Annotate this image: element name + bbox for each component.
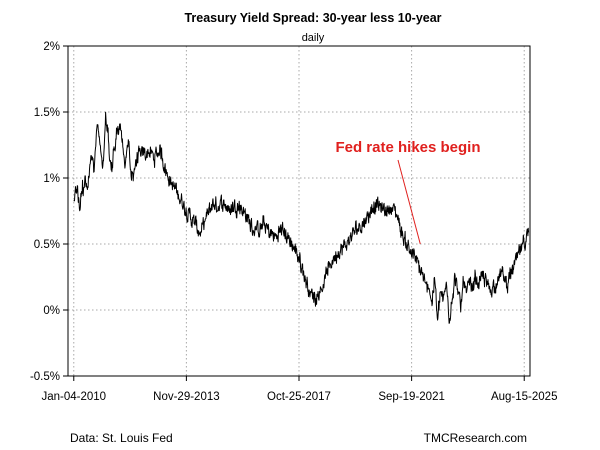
annotation-label: Fed rate hikes begin <box>335 139 480 156</box>
spread-series-line <box>73 111 530 324</box>
plot-frame <box>67 45 531 377</box>
x-tick-label: Nov-29-2013 <box>153 391 219 403</box>
source-note: Data: St. Louis Fed <box>70 431 173 445</box>
x-tick-label: Aug-15-2025 <box>491 391 558 403</box>
x-tick-label: Jan-04-2010 <box>41 391 106 403</box>
credit-note: TMCResearch.com <box>424 431 527 445</box>
y-axis: 2% 1.5% 1% 0.5% 0% -0.5% <box>30 41 68 383</box>
x-tick-label: Oct-25-2017 <box>267 391 331 403</box>
y-tick-label: 0.5% <box>34 239 60 251</box>
y-tick-label: 2% <box>43 41 60 53</box>
x-tick-label: Sep-19-2021 <box>378 391 445 403</box>
x-axis: Jan-04-2010 Nov-29-2013 Oct-25-2017 Sep-19-… <box>41 376 557 403</box>
chart-title: Treasury Yield Spread: 30-year less 10-y… <box>184 11 441 25</box>
y-tick-label: 1% <box>43 173 60 185</box>
annotation-pointer <box>397 159 421 245</box>
series-layer <box>73 111 530 324</box>
y-tick-label: -0.5% <box>30 371 60 383</box>
y-tick-label: 1.5% <box>34 107 60 119</box>
grid-lines <box>68 45 530 377</box>
y-tick-label: 0% <box>43 305 60 317</box>
chart-subtitle: daily <box>302 32 325 44</box>
